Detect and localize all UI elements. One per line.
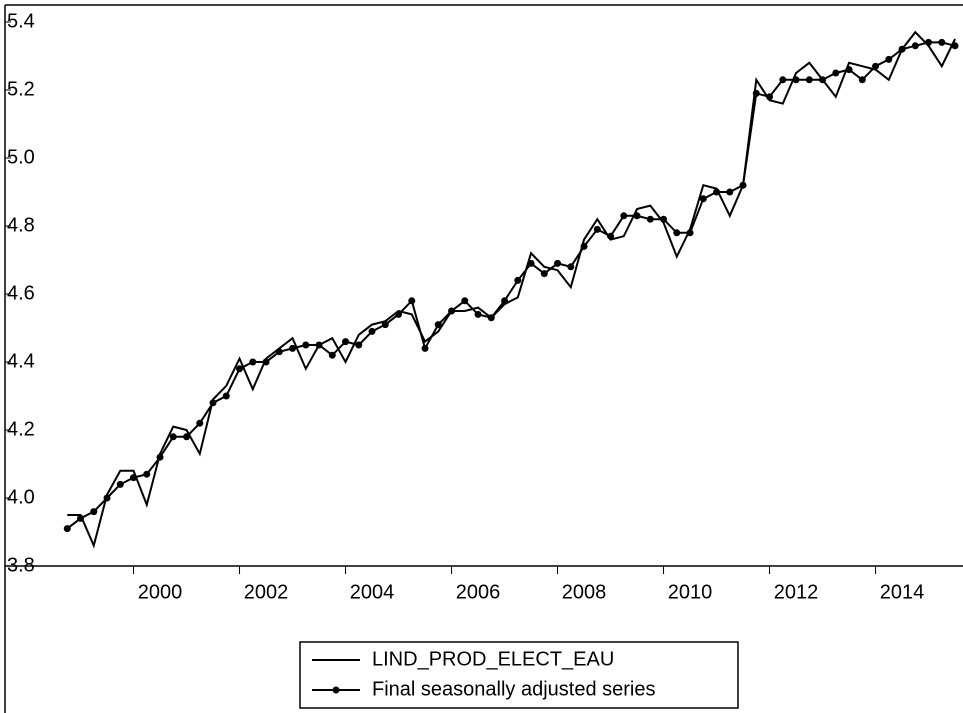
series-line <box>67 30 956 549</box>
series-marker <box>554 259 562 267</box>
series-marker <box>395 310 403 318</box>
series-marker <box>580 242 588 250</box>
series-marker <box>487 314 495 322</box>
series-marker <box>169 433 177 441</box>
series-marker <box>474 310 482 318</box>
series-marker <box>130 474 138 482</box>
series-marker <box>156 453 164 461</box>
series-marker <box>275 348 283 356</box>
y-tick-label: 4.0 <box>7 486 35 508</box>
legend <box>299 641 739 709</box>
series-marker <box>925 38 933 46</box>
series-marker <box>342 338 350 346</box>
series-marker <box>249 358 257 366</box>
series-marker <box>686 229 694 237</box>
series-marker <box>236 365 244 373</box>
series-marker <box>567 263 575 271</box>
series-marker <box>421 344 429 352</box>
series-marker <box>819 76 827 84</box>
y-tick-label: 5.4 <box>7 10 35 32</box>
series-marker <box>90 508 98 516</box>
series-marker <box>898 45 906 53</box>
series-marker <box>183 433 191 441</box>
series-marker <box>726 188 734 196</box>
series-marker <box>63 525 71 533</box>
legend-marker <box>332 686 340 694</box>
series-marker <box>328 351 336 359</box>
y-tick-label: 5.0 <box>7 146 35 168</box>
series-marker <box>593 225 601 233</box>
series-marker <box>368 327 376 335</box>
series-marker <box>885 55 893 63</box>
y-tick-label: 3.8 <box>7 554 35 576</box>
series-marker <box>143 470 151 478</box>
series-marker <box>845 66 853 74</box>
series-marker <box>103 494 111 502</box>
series-marker <box>779 76 787 84</box>
x-tick-label: 2014 <box>880 581 925 603</box>
series-marker <box>461 297 469 305</box>
series-marker <box>116 480 124 488</box>
series-marker <box>209 399 217 407</box>
series-marker <box>938 38 946 46</box>
series-marker <box>196 419 204 427</box>
series-marker <box>262 358 270 366</box>
series-marker <box>752 89 760 97</box>
series-marker <box>832 69 840 77</box>
series-marker <box>408 297 416 305</box>
x-tick-label: 2004 <box>350 581 395 603</box>
x-tick-label: 2000 <box>138 581 183 603</box>
series-marker <box>739 181 747 189</box>
x-tick-label: 2012 <box>774 581 819 603</box>
series-marker <box>448 307 456 315</box>
series-marker <box>381 321 389 329</box>
series-marker <box>289 344 297 352</box>
y-tick-label: 4.8 <box>7 214 35 236</box>
x-tick-label: 2006 <box>456 581 501 603</box>
series-marker <box>514 276 522 284</box>
plot-area <box>63 30 959 549</box>
series-marker <box>872 62 880 70</box>
series-marker <box>222 392 230 400</box>
legend-label: LIND_PROD_ELECT_EAU <box>372 648 614 670</box>
series-marker <box>355 341 363 349</box>
series-marker <box>315 341 323 349</box>
x-tick-label: 2002 <box>244 581 289 603</box>
y-tick-label: 4.2 <box>7 418 35 440</box>
series-marker <box>911 42 919 50</box>
series-marker <box>620 212 628 220</box>
series-marker <box>858 76 866 84</box>
series-marker <box>792 76 800 84</box>
series-marker <box>699 195 707 203</box>
legend-label: Final seasonally adjusted series <box>372 678 656 700</box>
series-marker <box>805 76 813 84</box>
series-marker <box>501 297 509 305</box>
series-marker <box>646 215 654 223</box>
series-marker <box>633 212 641 220</box>
x-tick-label: 2010 <box>668 581 713 603</box>
series-marker <box>302 341 310 349</box>
series-marker <box>607 232 615 240</box>
series-marker <box>540 270 548 278</box>
series-marker <box>434 321 442 329</box>
series-marker <box>766 93 774 101</box>
x-tick-label: 2008 <box>562 581 607 603</box>
series-marker <box>713 188 721 196</box>
series-marker <box>951 42 959 50</box>
y-tick-label: 4.6 <box>7 282 35 304</box>
y-tick-label: 4.4 <box>7 350 35 372</box>
series-marker <box>527 259 535 267</box>
series-marker <box>660 215 668 223</box>
y-tick-label: 5.2 <box>7 78 35 100</box>
series-marker <box>673 229 681 237</box>
series-marker <box>77 514 85 522</box>
